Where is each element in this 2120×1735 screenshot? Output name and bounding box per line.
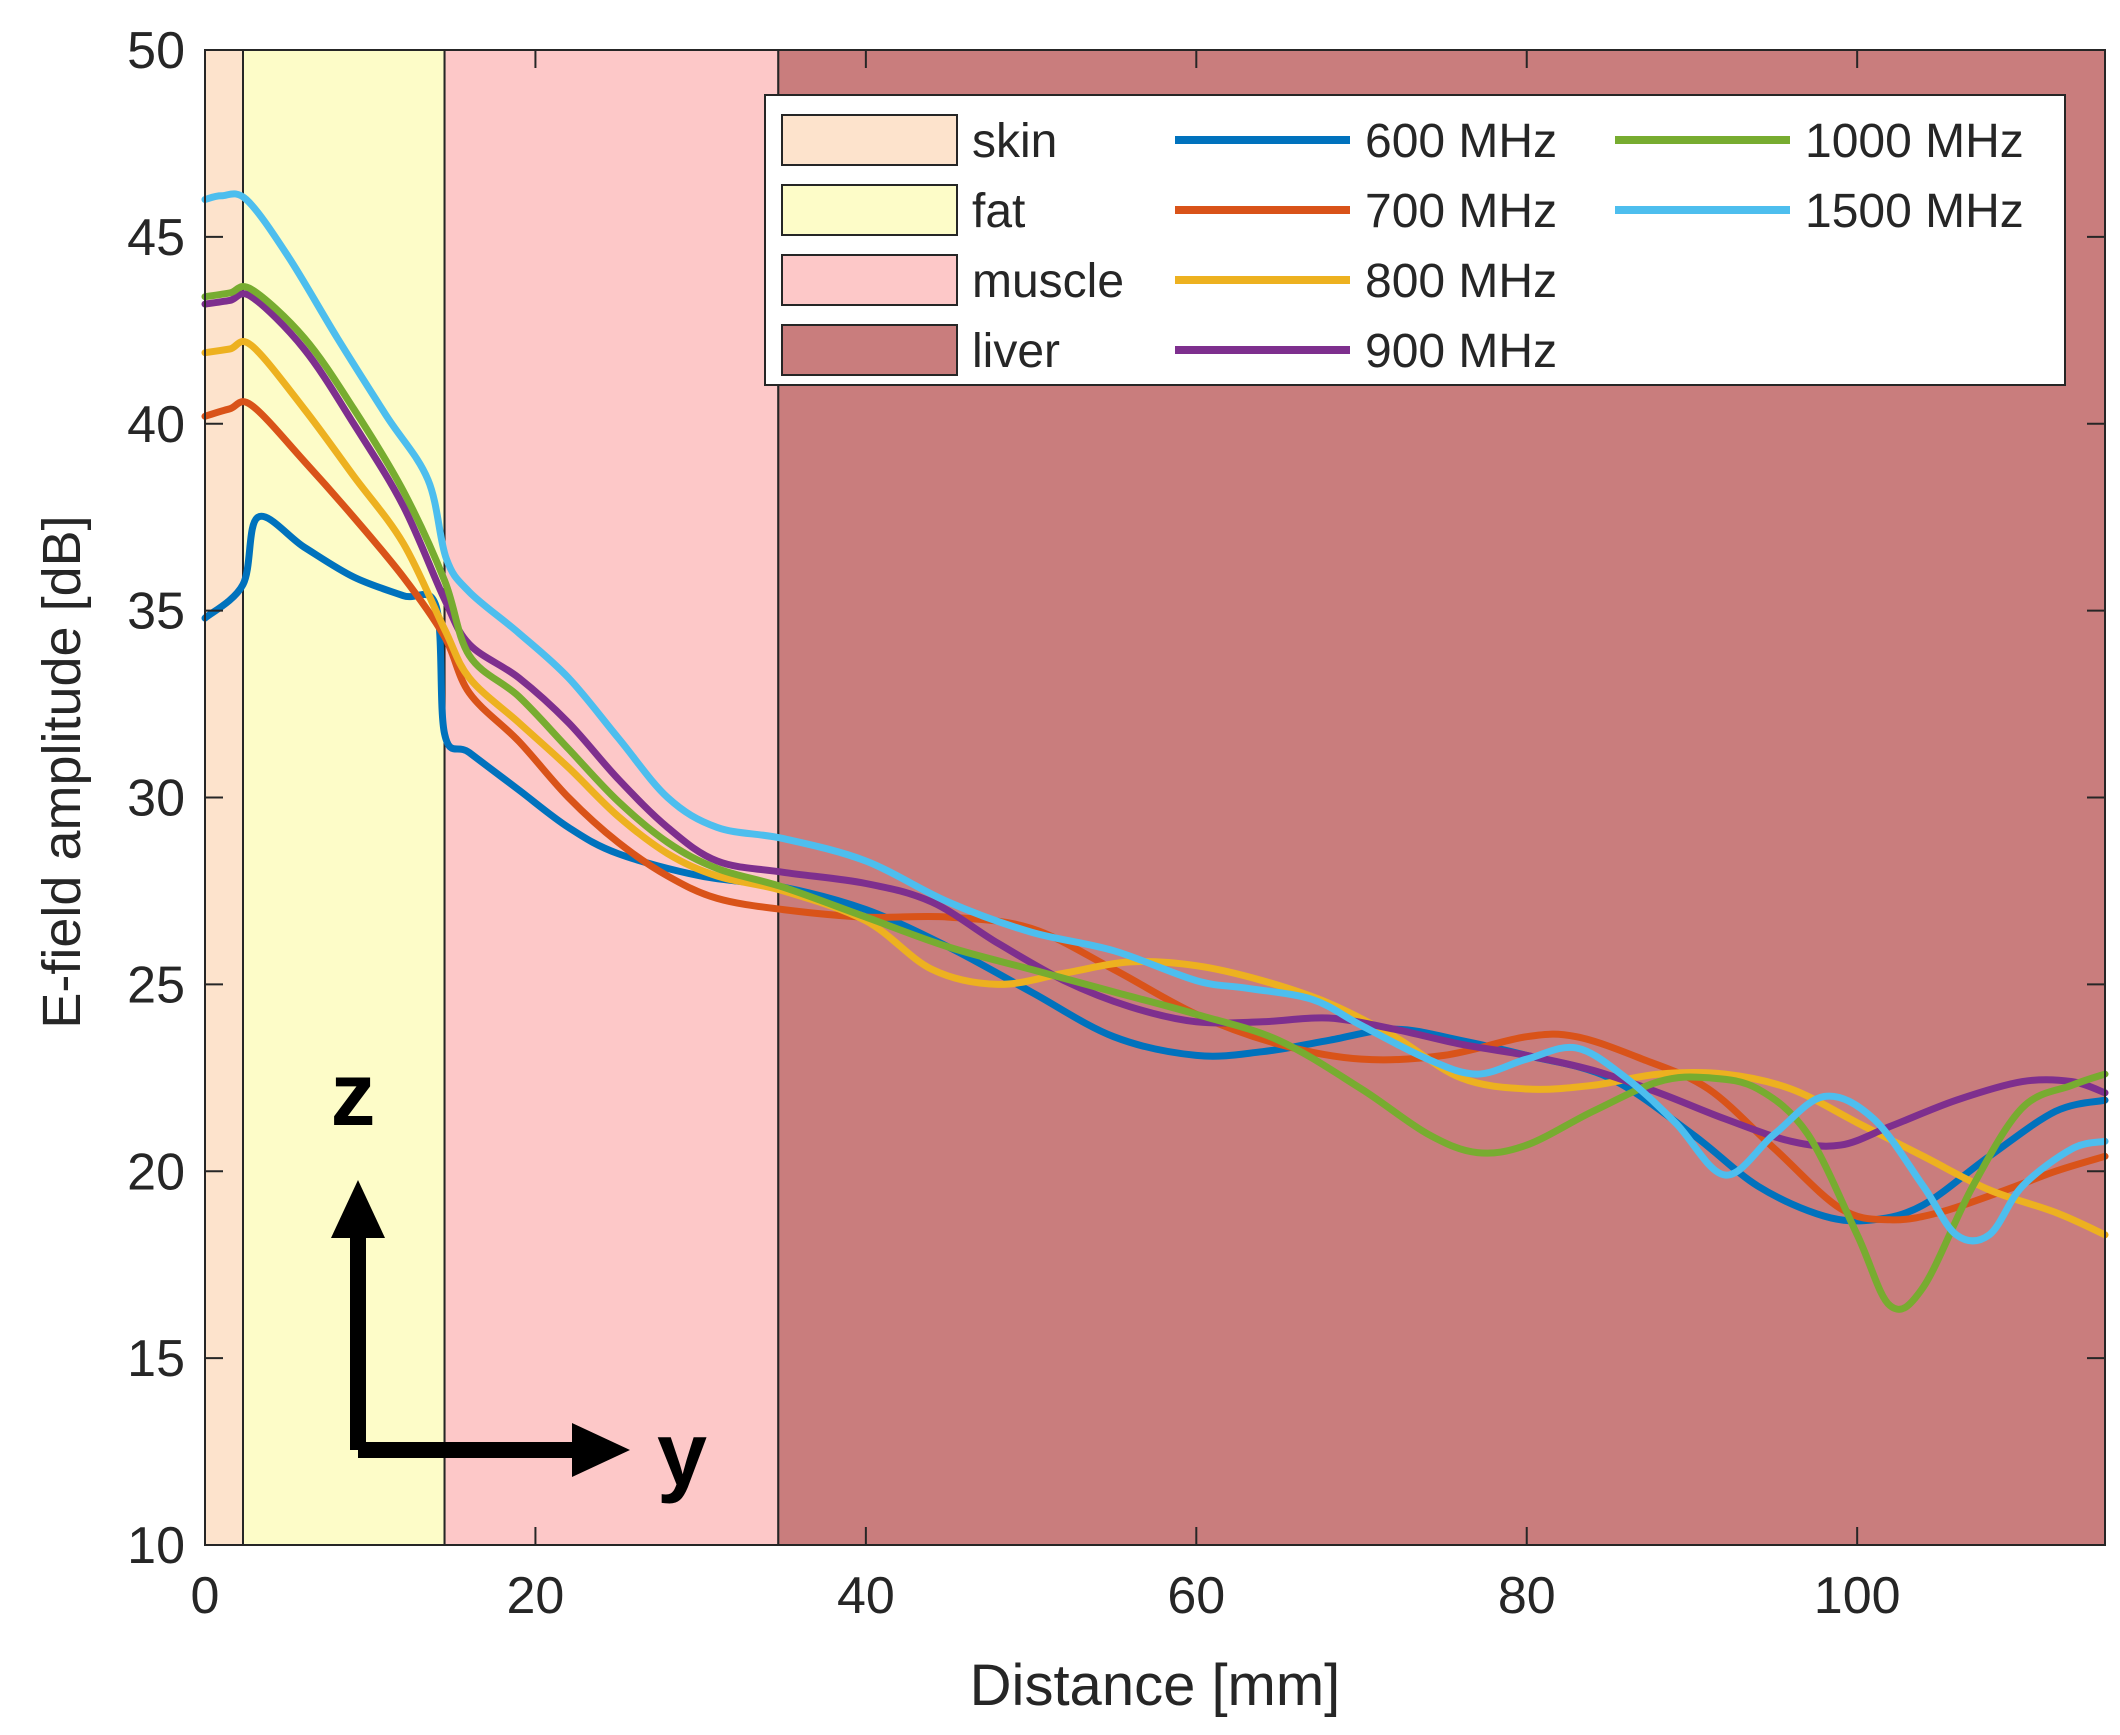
y-tick-label: 15 [127, 1330, 185, 1388]
legend: skin fat muscle liver 600 MHz 700 MHz 800 MHz 9… [764, 94, 2066, 386]
legend-label-1500-mhz: 1500 MHz [1805, 185, 2024, 238]
legend-swatch-liver [781, 324, 958, 376]
y-tick-label: 50 [127, 22, 185, 80]
z-axis-annotation-label: z [331, 1045, 376, 1145]
legend-label-fat: fat [972, 185, 1025, 238]
x-tick-label: 100 [1814, 1567, 1901, 1625]
legend-swatch-fat [781, 184, 958, 236]
legend-label-800-mhz: 800 MHz [1365, 255, 1557, 308]
legend-label-900-mhz: 900 MHz [1365, 325, 1557, 378]
y-axis-annotation-label: y [657, 1405, 707, 1505]
axis-annotation: z y [331, 1045, 708, 1505]
legend-label-1000-mhz: 1000 MHz [1805, 115, 2024, 168]
legend-label-liver: liver [972, 325, 1060, 378]
x-tick-label: 20 [507, 1567, 565, 1625]
y-tick-label: 40 [127, 396, 185, 454]
y-tick-label: 35 [127, 583, 185, 641]
legend-box [764, 94, 2066, 386]
x-axis-ticks: 0 20 40 60 80 100 [191, 50, 1901, 1625]
y-arrow-head [572, 1423, 630, 1477]
y-axis-label: E-field amplitude [dB] [32, 515, 92, 1028]
legend-swatch-muscle [781, 254, 958, 306]
series-lines [201, 190, 2109, 1313]
x-tick-label: 60 [1167, 1567, 1225, 1625]
x-tick-label: 80 [1498, 1567, 1556, 1625]
y-tick-label: 10 [127, 1517, 185, 1575]
y-tick-label: 25 [127, 956, 185, 1014]
legend-label-muscle: muscle [972, 255, 1124, 308]
legend-label-600-mhz: 600 MHz [1365, 115, 1557, 168]
y-axis-ticks: 10 15 20 25 30 35 40 45 50 [127, 22, 2105, 1575]
series-line-1500-mhz [201, 190, 2109, 1245]
y-tick-label: 45 [127, 209, 185, 267]
legend-swatch-skin [781, 114, 958, 166]
region-fat [242, 49, 446, 1546]
z-arrow-head [331, 1180, 385, 1238]
series-line-1000-mhz [201, 282, 2109, 1313]
x-tick-label: 0 [191, 1567, 220, 1625]
y-tick-label: 20 [127, 1143, 185, 1201]
series-line-800-mhz [201, 338, 2109, 1239]
x-tick-label: 40 [837, 1567, 895, 1625]
legend-label-700-mhz: 700 MHz [1365, 185, 1557, 238]
y-tick-label: 30 [127, 770, 185, 828]
legend-label-skin: skin [972, 115, 1057, 168]
x-axis-label: Distance [mm] [970, 1653, 1341, 1718]
